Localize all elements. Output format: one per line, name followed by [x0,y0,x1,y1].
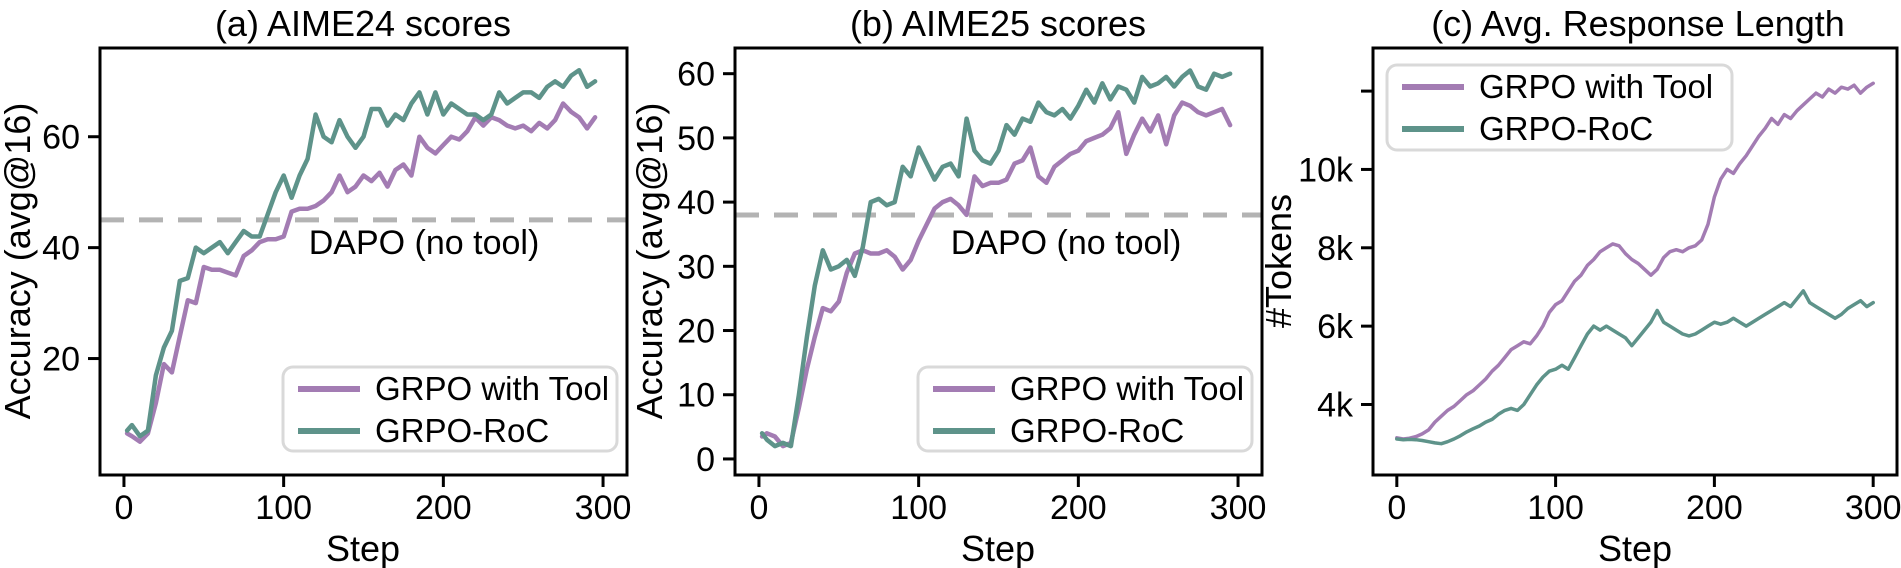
y-tick-label: 8k [1317,230,1354,268]
panel-a-legend: GRPO with Tool GRPO-RoC [281,365,619,453]
panel-a-axes: 0 100 200 300 20 40 60 [42,46,632,527]
x-tick-label: 0 [1387,489,1406,527]
legend-frame [916,365,1254,453]
series-grpo-roc [1395,289,1875,446]
panel-b-axes: 0 100 200 300 0 10 20 30 40 50 60 [677,46,1267,527]
panel-response-length: 0 100 200 300 4k 6k 8k 10k (c) Avg. Response Le… [1258,3,1901,568]
series-grpo-with-tool [759,100,1233,449]
y-tick-label: 4k [1317,386,1354,424]
y-tick-label: 10k [1298,151,1354,189]
panel-a-refline-label: DAPO (no tool) [309,224,540,262]
x-tick-label: 0 [114,489,133,527]
y-tick-label: 40 [677,184,715,222]
x-tick-label: 200 [1686,489,1743,527]
panel-c-axes: 0 100 200 300 4k 6k 8k 10k [1298,46,1901,527]
legend-frame [281,365,619,453]
y-tick-label: 6k [1317,308,1354,346]
legend-label-grpo-with-tool: GRPO with Tool [375,370,609,407]
plot-frame [733,46,1264,477]
x-tick-label: 100 [1527,489,1584,527]
panel-c-xlabel: Step [1598,528,1672,568]
panel-b-title: (b) AIME25 scores [850,3,1146,44]
y-tick-label: 40 [42,230,80,268]
y-tick-label: 20 [677,313,715,351]
x-tick-label: 200 [415,489,472,527]
y-tick-label: 10 [677,377,715,415]
panel-a-ylabel: Accuracy (avg@16) [0,103,38,420]
legend-label-grpo-with-tool: GRPO with Tool [1479,68,1713,105]
panel-b-ylabel: Accuracy (avg@16) [629,103,670,420]
series-grpo-with-tool [1395,81,1875,441]
y-tick-label: 60 [42,119,80,157]
y-tick-label: 50 [677,120,715,158]
legend-frame [1385,63,1734,152]
panel-aime25: 0 100 200 300 0 10 20 30 40 50 60 (b) AIME25 score… [629,3,1266,568]
x-tick-label: 100 [255,489,312,527]
x-tick-label: 0 [749,489,768,527]
y-tick-label: 30 [677,248,715,286]
y-tick-label: 0 [696,441,715,479]
panel-b-xlabel: Step [961,528,1035,568]
panel-b-legend: GRPO with Tool GRPO-RoC [916,365,1254,453]
panel-a-xlabel: Step [326,528,400,568]
series-grpo-with-tool [124,101,598,444]
panel-a-title: (a) AIME24 scores [215,3,511,44]
x-tick-label: 100 [890,489,947,527]
x-tick-label: 300 [1845,489,1901,527]
legend-label-grpo-roc: GRPO-RoC [375,412,549,449]
series-grpo-roc [759,68,1233,449]
legend-label-grpo-roc: GRPO-RoC [1479,110,1653,147]
panel-c-ylabel: #Tokens [1258,194,1299,328]
legend-label-grpo-with-tool: GRPO with Tool [1010,370,1244,407]
x-tick-label: 300 [1210,489,1267,527]
plot-frame [98,46,629,477]
x-tick-label: 200 [1050,489,1107,527]
y-tick-label: 60 [677,56,715,94]
y-tick-label: 20 [42,341,80,379]
series-grpo-roc [124,67,598,439]
panel-c-title: (c) Avg. Response Length [1431,3,1845,44]
plot-frame [1371,46,1899,477]
panel-c-legend: GRPO with Tool GRPO-RoC [1385,63,1734,152]
x-tick-label: 300 [575,489,632,527]
legend-label-grpo-roc: GRPO-RoC [1010,412,1184,449]
panel-b-refline-label: DAPO (no tool) [951,224,1182,262]
